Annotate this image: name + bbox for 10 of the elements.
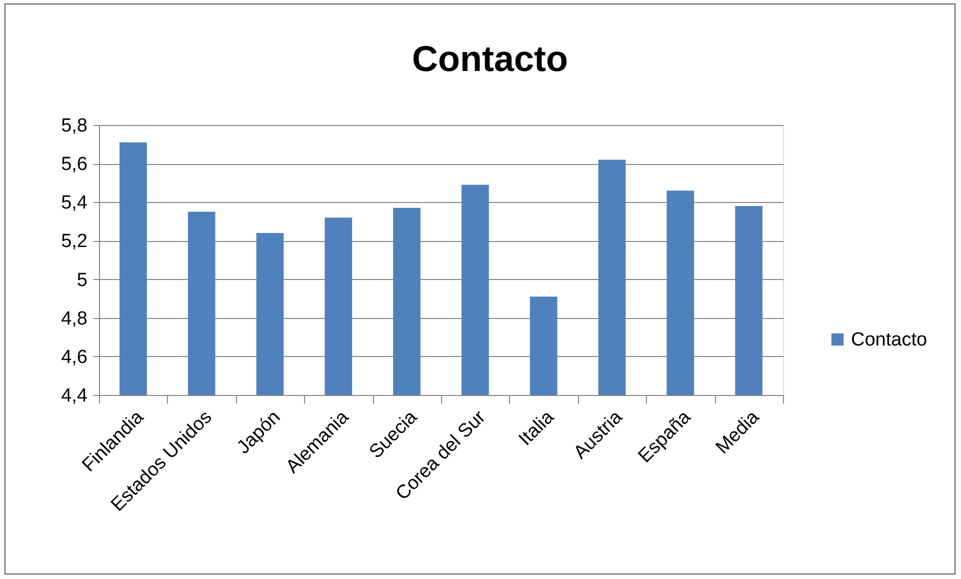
y-tick-label: 4,4 (61, 386, 88, 406)
chart-title: Contacto (412, 38, 568, 79)
y-tick-label: 5 (76, 270, 88, 291)
y-tick-label: 5,2 (61, 231, 88, 252)
legend-label: Contacto (851, 330, 928, 350)
y-tick-label: 4,6 (61, 346, 88, 368)
y-tick-label: 5,8 (61, 116, 88, 136)
y-tick-label: 5,6 (61, 154, 88, 176)
y-tick-label: 4,8 (61, 308, 88, 330)
y-tick-label: 5,4 (61, 192, 88, 214)
